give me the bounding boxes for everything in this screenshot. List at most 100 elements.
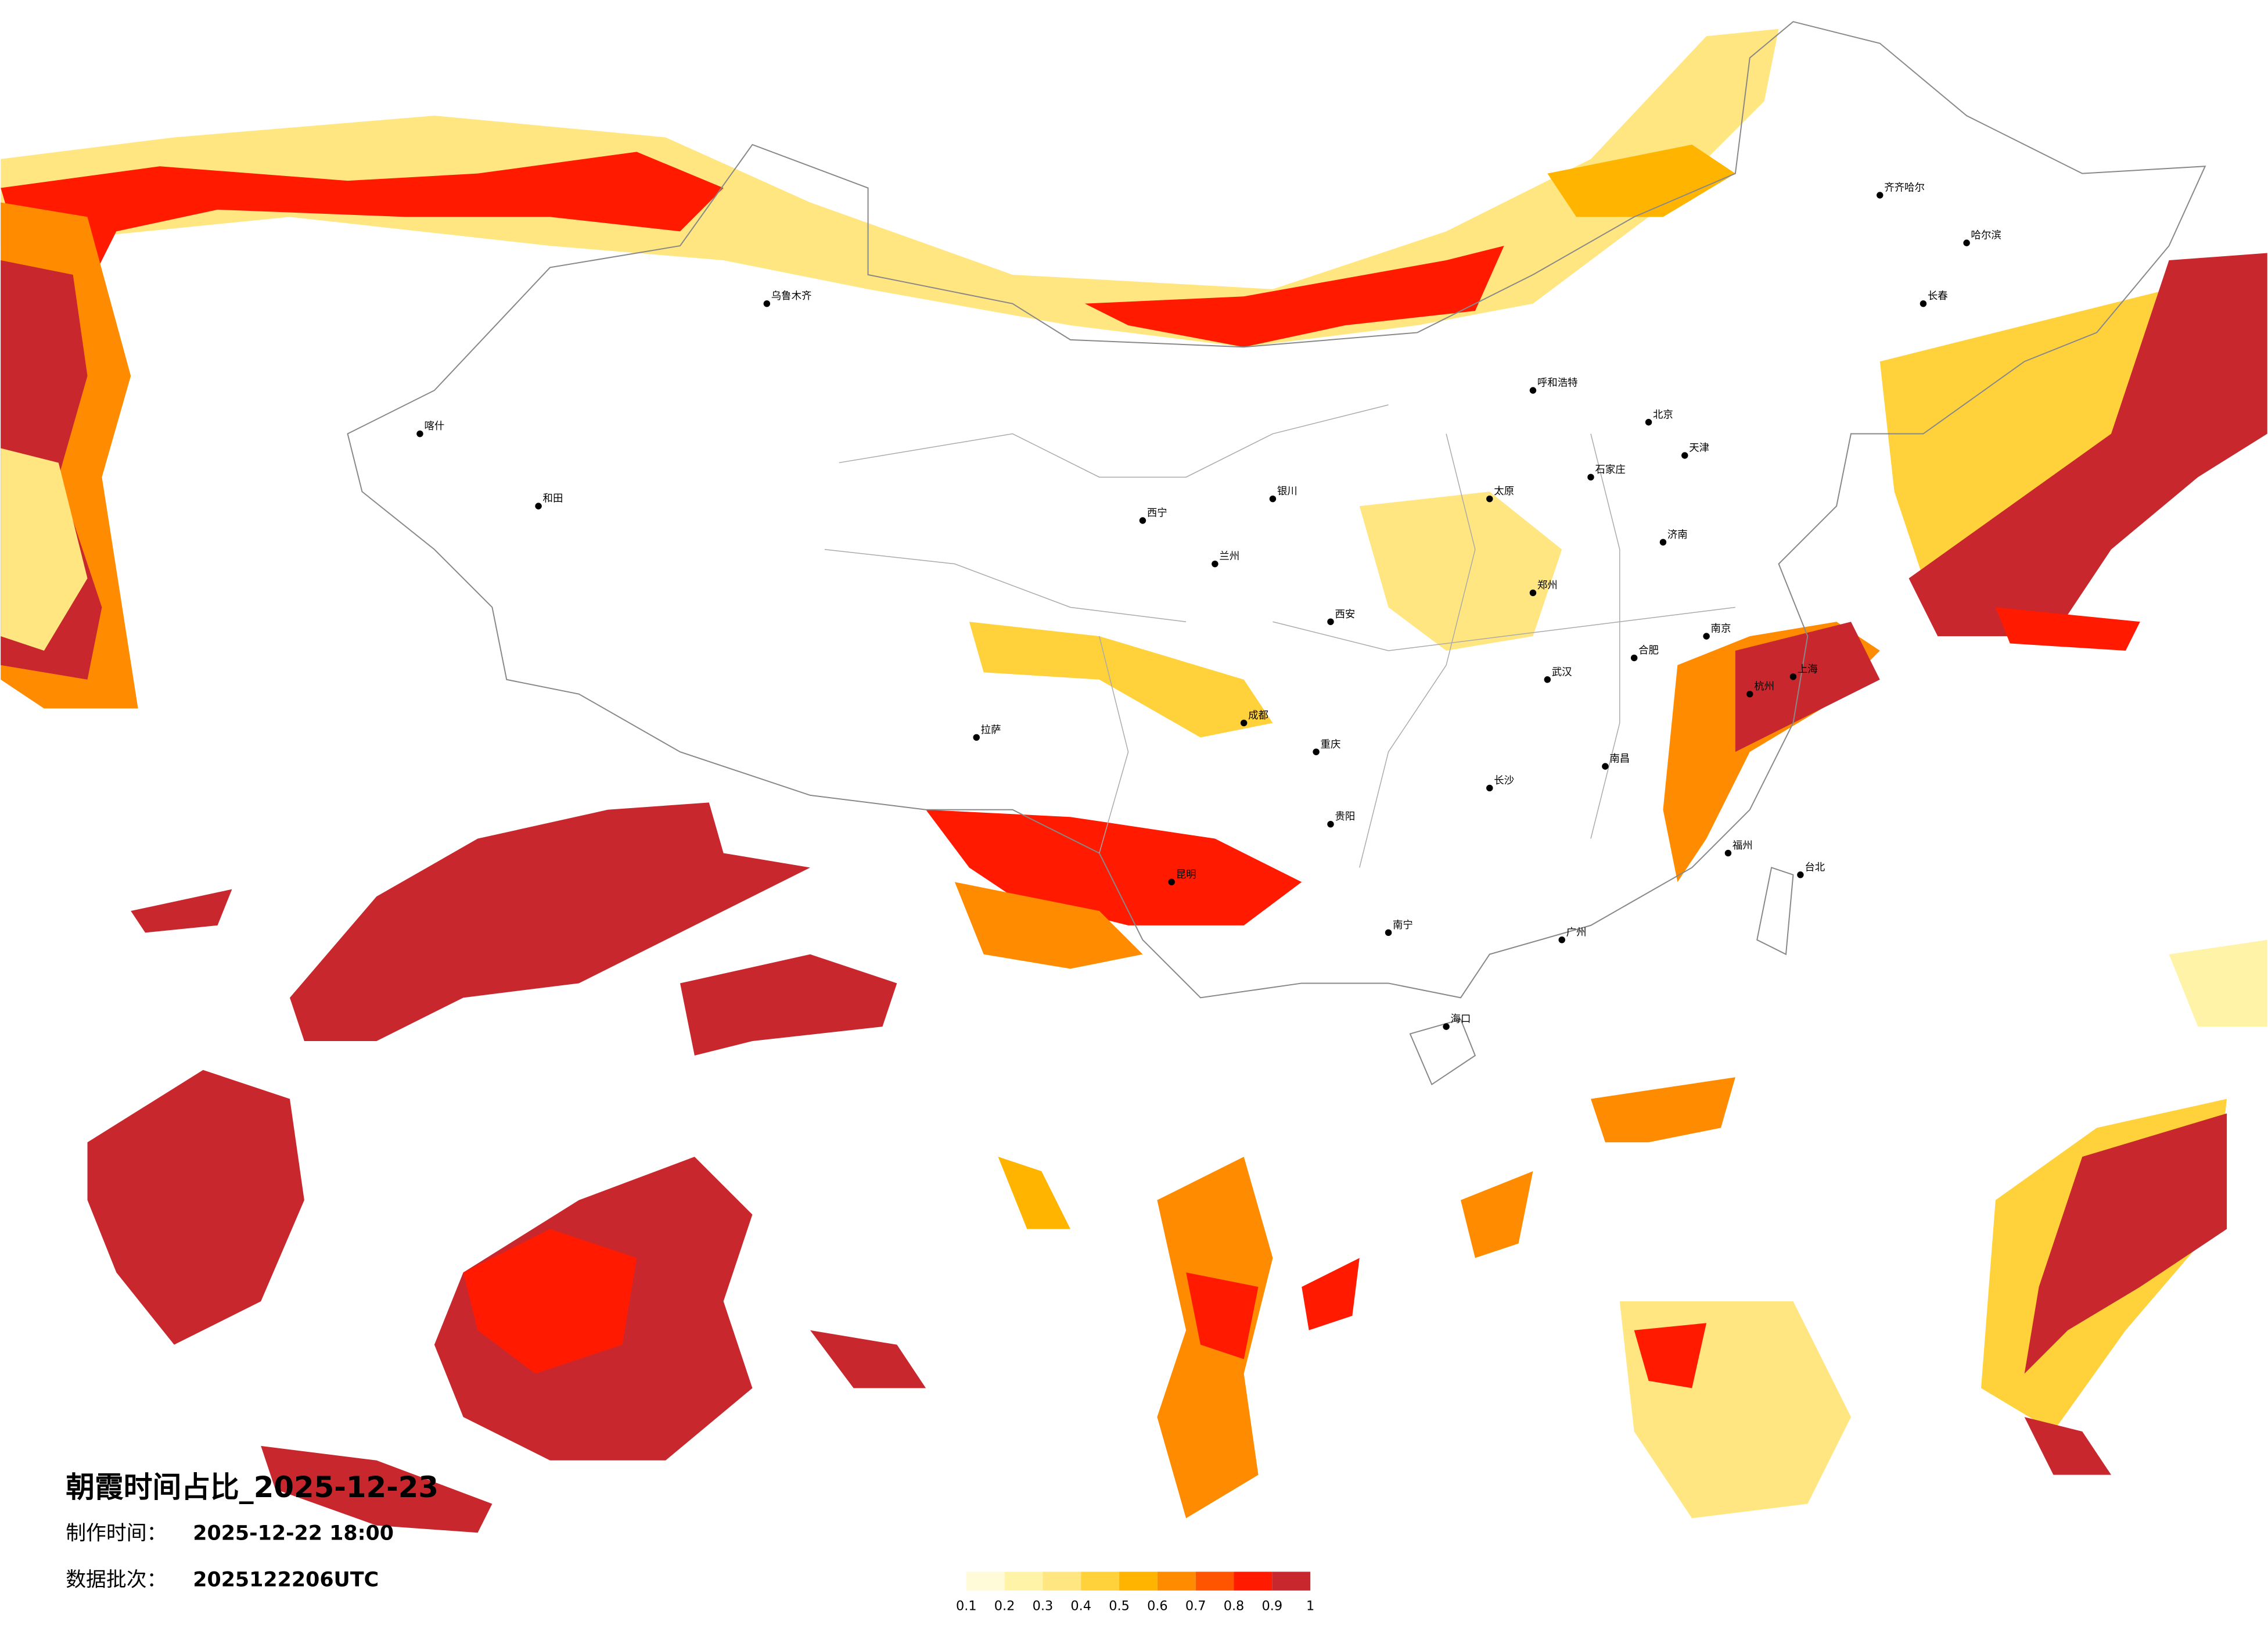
city-label: 长沙 — [1494, 775, 1514, 787]
heat-area — [1547, 144, 1735, 217]
city-dot — [763, 300, 771, 307]
city-dot — [1529, 589, 1537, 597]
heat-area — [289, 802, 810, 1041]
city-dot — [1486, 495, 1493, 503]
city-label: 喀什 — [424, 421, 444, 432]
city-dot — [416, 430, 423, 437]
heat-layer — [1, 28, 2267, 1533]
heat-area — [1735, 622, 1880, 752]
heat-area — [2024, 1113, 2227, 1374]
city-label: 哈尔滨 — [1971, 230, 2001, 242]
city-dot — [1139, 517, 1146, 524]
city-dot — [1703, 633, 1710, 640]
made-label: 制作时间： — [66, 1522, 167, 1545]
city-dot — [1681, 452, 1688, 459]
city-label: 贵阳 — [1335, 811, 1355, 823]
city-label: 南宁 — [1393, 920, 1413, 931]
city-dot — [1789, 673, 1797, 680]
legend-tick-label: 0.2 — [994, 1599, 1015, 1614]
city-dot — [535, 503, 542, 509]
city-label: 拉萨 — [981, 724, 1001, 736]
city-label: 杭州 — [1754, 681, 1774, 692]
legend-tick-label: 0.4 — [1070, 1599, 1091, 1614]
heat-area — [1302, 1258, 1360, 1330]
heat-area — [954, 882, 1143, 969]
heat-area — [1186, 1272, 1259, 1359]
island-outline — [1409, 867, 1794, 1086]
city-label: 重庆 — [1321, 739, 1341, 751]
city-dot — [1659, 539, 1667, 546]
made-time: 2025-12-22 18:00 — [193, 1522, 394, 1545]
heat-area — [261, 1445, 493, 1533]
heat-area — [1460, 1171, 1533, 1258]
city-label: 北京 — [1653, 409, 1673, 421]
legend-tick-label: 1 — [1306, 1599, 1314, 1614]
city-label: 武汉 — [1552, 666, 1572, 678]
legend-tick-label: 0.8 — [1224, 1599, 1245, 1614]
batch-label: 数据批次： — [66, 1568, 167, 1591]
legend-swatch — [966, 1571, 1005, 1591]
city-dot — [973, 734, 980, 741]
city-dot — [1602, 763, 1609, 770]
city-label: 海口 — [1451, 1014, 1471, 1025]
heat-area — [1634, 1323, 1707, 1388]
legend: 0.1 0.2 0.3 0.4 0.5 0.6 0.7 0.8 0.9 1 — [956, 1571, 1314, 1614]
city-label: 上海 — [1798, 663, 1818, 675]
city-dot — [1529, 387, 1537, 394]
city-dot — [1486, 784, 1493, 792]
city-label: 太原 — [1494, 486, 1514, 497]
city-dot — [1724, 849, 1732, 857]
legend-swatch — [1119, 1571, 1158, 1591]
heat-area — [2169, 939, 2267, 1027]
city-dot — [1877, 192, 1884, 199]
city-label: 合肥 — [1638, 645, 1659, 656]
heat-area — [1995, 607, 2140, 651]
city-label: 郑州 — [1537, 580, 1558, 591]
city-dot — [1746, 690, 1753, 698]
city-label: 乌鲁木齐 — [771, 290, 812, 302]
city-dot — [1212, 560, 1219, 568]
city-label: 天津 — [1689, 443, 1709, 454]
city-dot — [1313, 748, 1320, 755]
city-label: 南京 — [1711, 623, 1731, 635]
city-label: 长春 — [1928, 290, 1948, 302]
legend-swatch — [1081, 1571, 1120, 1591]
legend-tick-label: 0.3 — [1033, 1599, 1054, 1614]
heat-area — [1879, 289, 2198, 579]
legend-tick-label: 0.5 — [1109, 1599, 1130, 1614]
heat-area — [463, 1229, 637, 1374]
province-border — [824, 404, 1735, 868]
heat-area — [1, 152, 724, 333]
city-label: 西安 — [1335, 609, 1355, 620]
city-label: 南昌 — [1609, 753, 1630, 765]
city-dot — [1797, 871, 1804, 878]
heat-area — [1, 448, 88, 651]
city-label: 济南 — [1667, 529, 1688, 541]
batch: 2025122206UTC — [193, 1568, 379, 1591]
heat-area — [1359, 491, 1562, 651]
city-dot — [1587, 473, 1594, 481]
city-dot — [1269, 495, 1277, 503]
city-label: 石家庄 — [1595, 464, 1625, 476]
city-dot — [1963, 239, 1970, 246]
city-dot — [1630, 654, 1638, 662]
city-dot — [1443, 1023, 1450, 1030]
country-outline — [347, 21, 2206, 999]
city-dot — [1327, 618, 1334, 625]
city-label: 福州 — [1733, 840, 1753, 852]
legend-swatch — [1043, 1571, 1081, 1591]
city-label: 成都 — [1248, 710, 1268, 722]
city-label: 银川 — [1277, 486, 1297, 497]
heat-area — [998, 1157, 1070, 1229]
legend-tick-label: 0.1 — [956, 1599, 977, 1614]
legend-tick-label: 0.7 — [1185, 1599, 1206, 1614]
city-dot — [1544, 676, 1551, 683]
city-dot — [1645, 419, 1652, 426]
heat-area — [969, 622, 1273, 738]
legend-swatch — [1157, 1571, 1196, 1591]
legend-swatch — [1272, 1571, 1311, 1591]
city-dot — [1327, 820, 1334, 828]
